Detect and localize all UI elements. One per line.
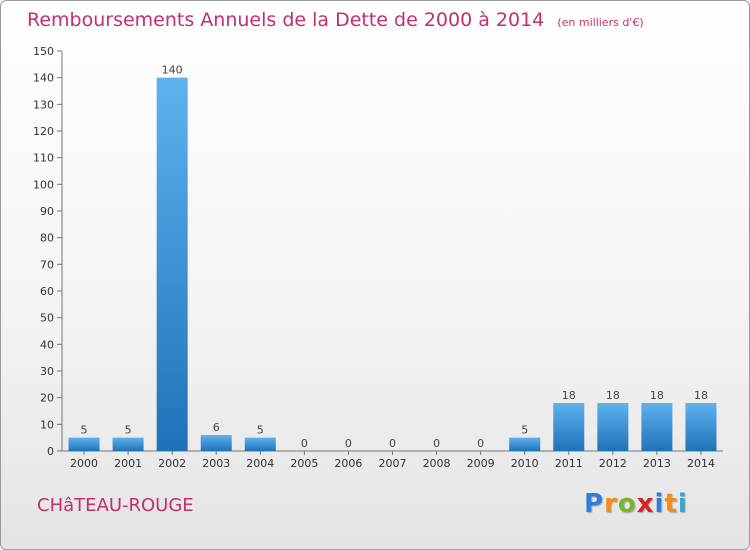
value-label-2004: 5 [257,424,264,437]
bar-2000 [68,437,100,451]
value-label-2001: 5 [125,424,132,437]
bar-2001 [112,437,144,451]
chart-title: Remboursements Annuels de la Dette de 20… [27,9,644,31]
y-tick-label: 150 [33,45,54,58]
bar-2014 [685,403,717,451]
commune-name: CHâTEAU-ROUGE [37,495,194,516]
value-label-2008: 0 [433,437,440,450]
value-label-2002: 140 [162,64,183,77]
x-tick-label: 2006 [334,457,362,470]
x-tick-label: 2000 [70,457,98,470]
value-label-2009: 0 [477,437,484,450]
logo-letter: t [664,489,678,519]
proxiti-logo: Proxiti [584,489,688,519]
y-tick-label: 20 [40,392,54,405]
value-label-2013: 18 [650,389,664,402]
x-tick-label: 2013 [643,457,671,470]
x-tick-label: 2003 [202,457,230,470]
chart-labels: 2000 5 2001 5 2002 140 2003 6 2004 5 2005 0 2006 0 200… [70,64,715,470]
x-tick-label: 2010 [511,457,539,470]
bar-2002 [156,77,188,452]
chart-title-unit: (en milliers d'€) [557,16,644,29]
x-tick-label: 2007 [379,457,407,470]
y-tick-label: 60 [40,285,54,298]
logo-letter: i [677,489,688,519]
value-label-2003: 6 [213,421,220,434]
y-tick-label: 40 [40,338,54,351]
bar-2011 [553,403,585,451]
logo-letter: i [654,489,665,519]
x-tick-label: 2012 [599,457,627,470]
y-tick-label: 90 [40,205,54,218]
value-label-2000: 5 [81,424,88,437]
y-tick-label: 130 [33,98,54,111]
y-tick-label: 50 [40,312,54,325]
y-tick-label: 110 [33,152,54,165]
logo-letter: r [604,489,618,519]
value-label-2010: 5 [521,424,528,437]
bar-2012 [597,403,629,451]
value-label-2005: 0 [301,437,308,450]
bar-2010 [509,437,541,451]
y-tick-label: 120 [33,125,54,138]
value-label-2014: 18 [694,389,708,402]
x-tick-label: 2011 [555,457,583,470]
bar-2003 [200,435,232,451]
y-tick-label: 10 [40,418,54,431]
value-label-2012: 18 [606,389,620,402]
x-tick-label: 2002 [158,457,186,470]
logo-letter: x [636,489,655,519]
y-tick-label: 0 [47,445,54,458]
bar-2013 [641,403,673,451]
x-tick-label: 2008 [423,457,451,470]
y-tick-label: 140 [33,72,54,85]
value-label-2006: 0 [345,437,352,450]
chart-title-main: Remboursements Annuels de la Dette de 20… [27,9,545,31]
y-tick-label: 30 [40,365,54,378]
value-label-2011: 18 [562,389,576,402]
y-tick-label: 80 [40,232,54,245]
bar-2004 [244,437,276,451]
x-tick-label: 2014 [687,457,715,470]
x-tick-label: 2001 [114,457,142,470]
chart-bars [68,77,717,452]
x-tick-label: 2009 [467,457,495,470]
y-tick-label: 100 [33,178,54,191]
x-tick-label: 2004 [246,457,274,470]
x-tick-label: 2005 [290,457,318,470]
y-tick-label: 70 [40,258,54,271]
value-label-2007: 0 [389,437,396,450]
logo-letter: P [584,489,605,519]
logo-letter: o [617,489,637,519]
